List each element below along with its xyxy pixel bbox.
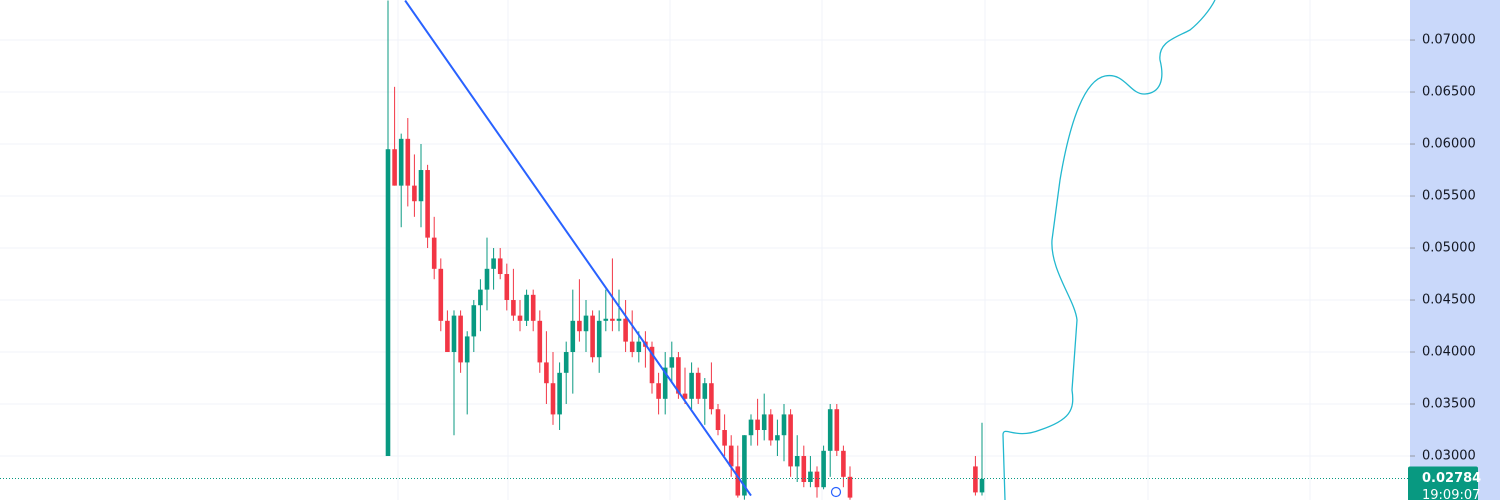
candle-body bbox=[590, 315, 595, 358]
candle-body bbox=[973, 466, 978, 493]
candle-body bbox=[451, 315, 457, 353]
event-marker[interactable] bbox=[830, 486, 842, 498]
candle-body bbox=[676, 357, 681, 394]
candle-body bbox=[418, 170, 424, 202]
plot-area bbox=[0, 0, 1410, 500]
candle-body bbox=[748, 419, 754, 436]
price-axis bbox=[1410, 0, 1500, 500]
candle-body bbox=[392, 149, 397, 186]
candles bbox=[385, 0, 985, 500]
y-tick-label: 0.04500 bbox=[1422, 293, 1476, 308]
candle-body bbox=[623, 318, 628, 342]
candle-body bbox=[788, 414, 793, 467]
candle-body bbox=[464, 336, 470, 363]
y-tick-label: 0.05000 bbox=[1422, 241, 1476, 256]
candle-body bbox=[458, 315, 463, 363]
candle-body bbox=[504, 274, 510, 301]
candle-body bbox=[715, 409, 721, 431]
freehand-drawing bbox=[1002, 0, 1216, 500]
candle-body bbox=[484, 268, 490, 290]
candle-body bbox=[781, 414, 787, 436]
candle-body bbox=[755, 419, 760, 431]
candle-body bbox=[438, 268, 444, 321]
candle-body bbox=[603, 318, 609, 321]
vertical-grid bbox=[397, 0, 1311, 500]
candle-body bbox=[544, 362, 549, 384]
trend-line bbox=[404, 0, 752, 497]
candle-body bbox=[689, 372, 694, 399]
candle-body bbox=[662, 367, 668, 399]
candle-body bbox=[530, 294, 536, 321]
candle-body bbox=[497, 258, 503, 275]
y-tick-label: 0.06500 bbox=[1422, 85, 1476, 100]
candle-body bbox=[728, 445, 734, 467]
overlay bbox=[0, 0, 1410, 497]
candle-body bbox=[412, 185, 417, 202]
last-price-label: 0.02784 bbox=[1422, 471, 1481, 486]
candle-body bbox=[557, 372, 562, 415]
candle-body bbox=[524, 294, 529, 321]
candle-body bbox=[616, 318, 622, 321]
candle-body bbox=[735, 466, 741, 496]
candle-body bbox=[385, 149, 391, 457]
candle-body bbox=[695, 372, 701, 399]
candle-body bbox=[537, 320, 543, 363]
candle-body bbox=[563, 352, 569, 373]
candle-body bbox=[979, 478, 985, 493]
candle-body bbox=[471, 305, 477, 337]
countdown: 19:09:07 bbox=[1422, 488, 1480, 500]
axis-labels: 0.03000 0.03500 0.04000 0.04500 0.05000 0.055… bbox=[1408, 33, 1481, 500]
candle-body bbox=[682, 393, 688, 399]
candle-body bbox=[801, 456, 807, 483]
candle-body bbox=[775, 435, 780, 441]
candle-body bbox=[827, 409, 833, 451]
candle-body bbox=[814, 471, 820, 488]
candle-body bbox=[577, 320, 582, 332]
candle-body bbox=[808, 471, 813, 483]
candle-body bbox=[847, 476, 853, 498]
candle-body bbox=[794, 456, 800, 467]
candle-body bbox=[768, 414, 774, 441]
candle-body bbox=[570, 320, 576, 353]
y-tick-label: 0.03500 bbox=[1422, 397, 1476, 412]
last-price-box bbox=[1408, 466, 1478, 500]
candle-body bbox=[709, 383, 714, 410]
candle-body bbox=[511, 300, 516, 316]
y-tick-label: 0.03000 bbox=[1422, 449, 1476, 464]
candle-body bbox=[669, 357, 675, 368]
candle-body bbox=[629, 341, 635, 353]
y-tick-label: 0.07000 bbox=[1422, 33, 1476, 48]
candle-body bbox=[517, 315, 523, 321]
candle-body bbox=[742, 435, 747, 496]
candle-body bbox=[596, 320, 602, 358]
candle-body bbox=[834, 409, 840, 451]
candle-body bbox=[610, 318, 615, 321]
y-tick-label: 0.06000 bbox=[1422, 137, 1476, 152]
y-tick-label: 0.05500 bbox=[1422, 189, 1476, 204]
candle-body bbox=[405, 138, 411, 186]
candle-body bbox=[702, 383, 708, 399]
candle-body bbox=[761, 414, 767, 431]
candle-body bbox=[841, 450, 846, 477]
candle-body bbox=[431, 237, 437, 269]
candle-body bbox=[722, 430, 727, 446]
candle-body bbox=[478, 289, 483, 306]
candle-body bbox=[649, 346, 655, 384]
candle-body bbox=[550, 383, 556, 415]
candle-body bbox=[583, 315, 589, 332]
candle-body bbox=[398, 138, 404, 186]
candle-body bbox=[491, 258, 496, 269]
y-tick-label: 0.04000 bbox=[1422, 345, 1476, 360]
candle-body bbox=[425, 170, 430, 238]
candle-body bbox=[821, 450, 826, 488]
candle-body bbox=[656, 383, 661, 399]
candle-body bbox=[636, 341, 642, 353]
candle-body bbox=[445, 320, 450, 353]
